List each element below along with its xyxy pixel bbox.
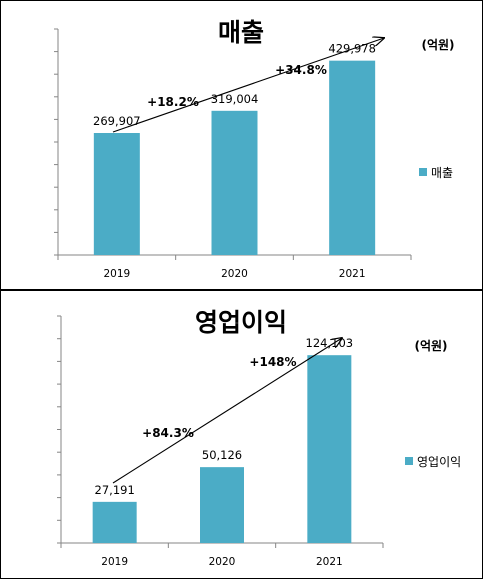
legend-swatch: [405, 457, 413, 465]
growth-label: +18.2%: [147, 95, 199, 109]
legend-label: 매출: [431, 166, 453, 180]
legend-swatch: [419, 168, 427, 176]
x-tick-label-2021: 2021: [316, 556, 343, 568]
bar-2019: [92, 501, 137, 543]
value-label-2019: 27,191: [95, 483, 135, 497]
x-tick-label-2019: 2019: [103, 268, 130, 280]
chart-title: 영업이익: [195, 308, 287, 337]
unit-label: (억원): [421, 38, 454, 52]
bar-2019: [93, 133, 140, 255]
legend: 매출: [419, 166, 453, 180]
bar-2020: [211, 110, 258, 256]
value-label-2020: 50,126: [202, 448, 242, 462]
operating-profit-chart: 영업이익 (억원) 27,191 2019 50,126 2020 124,103 202…: [57, 308, 461, 568]
bar-2020: [200, 467, 244, 543]
x-tick-label-2019: 2019: [101, 556, 128, 568]
x-tick-label-2020: 2020: [221, 268, 248, 280]
chart-title: 매출: [218, 18, 264, 47]
growth-arrow: [112, 338, 342, 484]
unit-label: (억원): [414, 339, 447, 353]
growth-label: +84.3%: [142, 426, 194, 440]
operating-profit-chart-panel: 영업이익 (억원) 27,191 2019 50,126 2020 124,103 202…: [0, 290, 483, 579]
legend-label: 영업이익: [417, 455, 461, 469]
revenue-chart-panel: 매출 (억원) 269,9072019319,0042020429,978202…: [0, 0, 483, 290]
x-tick-label-2021: 2021: [339, 268, 366, 280]
growth-label: +148%: [249, 355, 296, 369]
x-tick-label-2020: 2020: [209, 556, 236, 568]
bar-2021: [329, 60, 376, 255]
plot-area: 269,9072019319,0042020429,9782021+18.2%+…: [54, 28, 412, 280]
plot-area: 27,191 2019 50,126 2020 124,103 2021 +84.3% +14…: [57, 315, 384, 568]
legend: 영업이익: [405, 455, 461, 469]
bar-2021: [307, 355, 352, 543]
growth-label: +34.8%: [275, 63, 327, 77]
value-label-2019: 269,907: [93, 114, 141, 128]
revenue-chart: 매출 (억원) 269,9072019319,0042020429,978202…: [54, 18, 455, 280]
value-label-2021: 124,103: [306, 336, 354, 350]
growth-arrow: [112, 38, 384, 133]
value-label-2020: 319,004: [211, 92, 259, 106]
